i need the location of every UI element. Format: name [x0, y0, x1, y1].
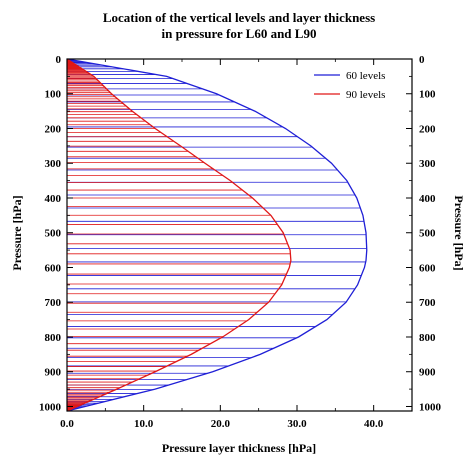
y-tick-label-right-9: 900 — [419, 367, 436, 379]
y-tick-label-right-6: 600 — [419, 262, 436, 274]
plot-frame — [66, 58, 413, 412]
x-tick-label-2: 20.0 — [211, 418, 231, 430]
y-tick-label-right-4: 400 — [419, 193, 436, 205]
y-tick-label-left-4: 400 — [45, 193, 62, 205]
y-tick-label-right-1: 100 — [419, 89, 436, 101]
legend-label-90-levels: 90 levels — [346, 89, 385, 101]
y-tick-label-left-6: 600 — [45, 262, 62, 274]
x-tick-label-3: 30.0 — [287, 418, 307, 430]
legend-label-60-levels: 60 levels — [346, 70, 385, 82]
x-tick-label-0: 0.0 — [60, 418, 74, 430]
plot-area — [66, 58, 413, 412]
x-tick-label-1: 10.0 — [134, 418, 154, 430]
y-tick-label-left-8: 800 — [45, 332, 62, 344]
chart-title-line-2: in pressure for L60 and L90 — [162, 26, 317, 41]
y-tick-label-left-2: 200 — [45, 123, 62, 135]
y-tick-label-right-0: 0 — [419, 54, 425, 66]
y-tick-label-right-3: 300 — [419, 158, 436, 170]
y-tick-label-right-7: 700 — [419, 297, 436, 309]
y-tick-label-left-5: 500 — [45, 228, 62, 240]
series-line-90-levels — [66, 58, 292, 412]
y-axis-label-right: Pressure [hPa] — [452, 195, 466, 270]
y-tick-label-left-9: 900 — [45, 367, 62, 379]
y-tick-label-left-3: 300 — [45, 158, 62, 170]
y-tick-label-left-7: 700 — [45, 297, 62, 309]
y-tick-label-left-0: 0 — [56, 54, 62, 66]
y-tick-label-right-5: 500 — [419, 228, 436, 240]
series-line-60-levels — [66, 58, 368, 412]
y-tick-label-right-10: 1000 — [419, 401, 442, 413]
y-tick-label-left-10: 1000 — [39, 401, 62, 413]
y-axis-label-left: Pressure [hPa] — [10, 195, 24, 270]
y-tick-label-right-8: 800 — [419, 332, 436, 344]
y-tick-label-left-1: 100 — [45, 89, 62, 101]
legend: 60 levels 90 levels — [314, 70, 385, 101]
x-axis-label: Pressure layer thickness [hPa] — [162, 441, 316, 455]
x-tick-label-4: 40.0 — [364, 418, 384, 430]
chart-title-line-1: Location of the vertical levels and laye… — [103, 10, 375, 25]
y-tick-label-right-2: 200 — [419, 123, 436, 135]
